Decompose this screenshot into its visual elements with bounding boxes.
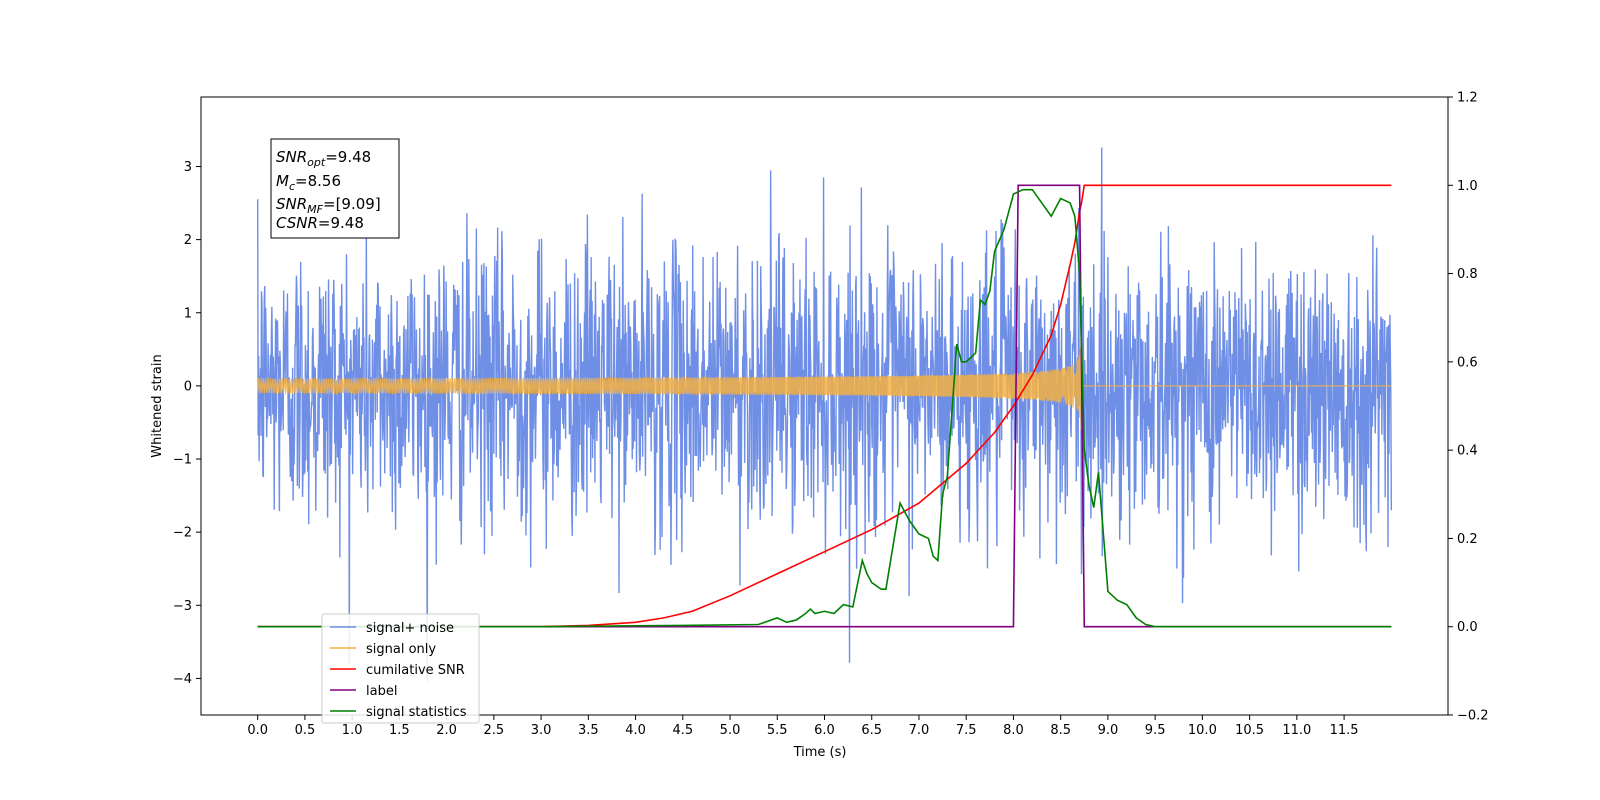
y2-tick-label: 0.2 xyxy=(1457,532,1478,547)
y-tick-label: −1 xyxy=(173,453,192,468)
y-tick-label: 1 xyxy=(184,306,192,321)
legend-entry: label xyxy=(366,684,397,699)
x-tick-label: 5.5 xyxy=(767,723,788,738)
x-tick-label: 8.0 xyxy=(1003,723,1024,738)
x-tick-label: 4.0 xyxy=(625,723,646,738)
x-tick-label: 1.5 xyxy=(389,723,410,738)
x-tick-label: 1.0 xyxy=(342,723,363,738)
x-tick-label: 2.5 xyxy=(484,723,505,738)
x-tick-label: 5.0 xyxy=(720,723,741,738)
y-tick-label: −4 xyxy=(173,672,192,687)
annotation-box: SNRopt=9.48 Mc=8.56 SNRMF=[9.09] CSNR=9.… xyxy=(270,138,400,239)
y2-tick-label: 1.2 xyxy=(1457,91,1478,106)
x-tick-label: 0.0 xyxy=(247,723,268,738)
legend-entry: signal+ noise xyxy=(366,621,454,636)
y-tick-label: −3 xyxy=(173,599,192,614)
x-tick-label: 2.0 xyxy=(436,723,457,738)
x-tick-label: 11.5 xyxy=(1330,723,1359,738)
x-tick-label: 6.5 xyxy=(861,723,882,738)
annotation-snr-mf: SNRMF=[9.09] xyxy=(276,195,381,216)
x-tick-label: 7.0 xyxy=(909,723,930,738)
y2-tick-label: 0.0 xyxy=(1457,620,1478,635)
x-tick-label: 9.0 xyxy=(1098,723,1119,738)
y-tick-label: −2 xyxy=(173,526,192,541)
series-signal-statistics xyxy=(257,188,1392,628)
y-tick-label: 3 xyxy=(184,160,192,175)
series-signal-noise xyxy=(256,147,1393,682)
x-tick-label: 9.5 xyxy=(1145,723,1166,738)
series-layer xyxy=(256,147,1393,682)
y-axis-title: Whitened strain xyxy=(150,354,165,457)
x-tick-label: 3.5 xyxy=(578,723,599,738)
annotation-snr-opt: SNRopt=9.48 xyxy=(276,148,371,169)
legend-entry: signal statistics xyxy=(366,705,467,720)
y-tick-label: 2 xyxy=(184,233,192,248)
x-tick-label: 0.5 xyxy=(295,723,316,738)
x-tick-label: 8.5 xyxy=(1050,723,1071,738)
x-axis-ticks: 0.0 0.5 1.0 1.5 2.0 2.5 3.0 3.5 4.0 4.5 5.0 5.5 6.0 6… xyxy=(247,715,1359,738)
series-label xyxy=(257,184,1392,628)
annotation-mc: Mc=8.56 xyxy=(276,172,341,193)
x-tick-label: 10.5 xyxy=(1235,723,1264,738)
x-tick-label: 7.5 xyxy=(956,723,977,738)
x-tick-label: 4.5 xyxy=(672,723,693,738)
y2-axis-ticks: −0.2 0.0 0.2 0.4 0.6 0.8 1.0 1.2 xyxy=(1448,91,1489,724)
x-tick-label: 11.0 xyxy=(1282,723,1311,738)
x-tick-label: 10.0 xyxy=(1188,723,1217,738)
y2-tick-label: 0.4 xyxy=(1457,444,1478,459)
legend-entry: signal only xyxy=(366,642,436,657)
y2-tick-label: 1.0 xyxy=(1457,179,1478,194)
y-axis-ticks: −4 −3 −2 −1 0 1 2 3 xyxy=(173,160,201,687)
x-tick-label: 3.0 xyxy=(531,723,552,738)
y2-tick-label: 0.6 xyxy=(1457,355,1478,370)
legend-entry: cumilative SNR xyxy=(366,663,465,678)
x-axis-title: Time (s) xyxy=(793,745,847,760)
y2-tick-label: −0.2 xyxy=(1457,709,1489,724)
x-tick-label: 6.0 xyxy=(814,723,835,738)
legend: signal+ noise signal only cumilative SNR la… xyxy=(321,613,480,724)
series-signal-only xyxy=(257,347,1392,430)
y-tick-label: 0 xyxy=(184,379,192,394)
y2-tick-label: 0.8 xyxy=(1457,267,1478,282)
annotation-csnr: CSNR=9.48 xyxy=(276,214,364,232)
